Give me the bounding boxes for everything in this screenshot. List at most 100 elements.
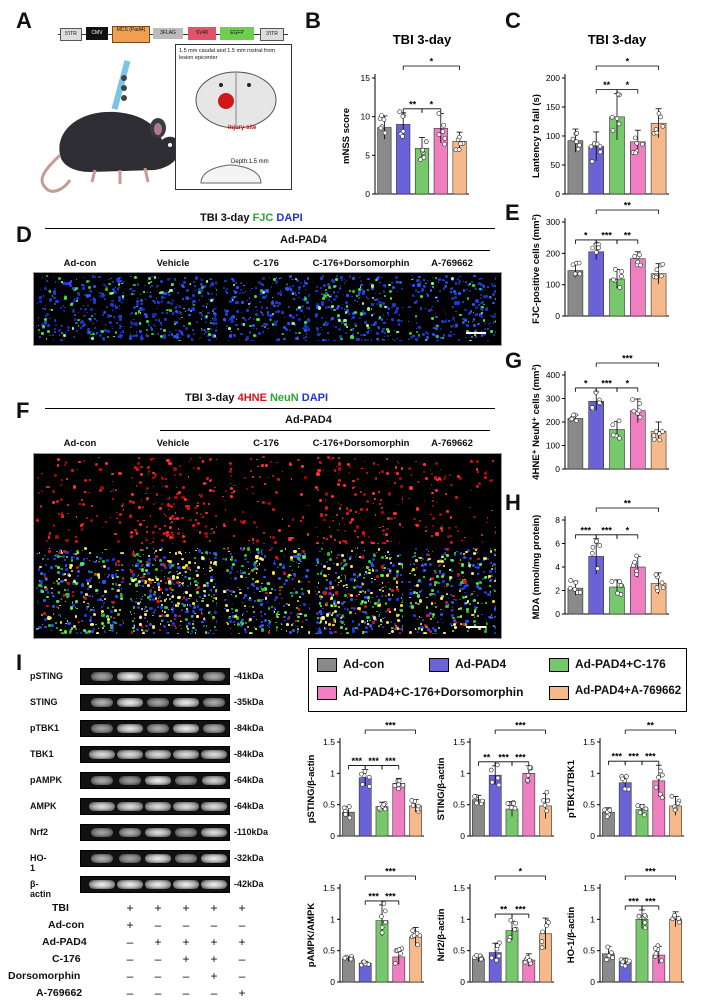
cell-dot (116, 575, 119, 578)
cell-dot (318, 339, 320, 341)
cell-dot (135, 333, 138, 337)
cell-dot (275, 319, 279, 323)
cell-dot (83, 277, 85, 279)
cell-dot (213, 578, 215, 581)
cell-dot (474, 334, 477, 337)
cell-dot (71, 591, 74, 593)
cell-dot (315, 526, 318, 529)
cell-dot (414, 601, 417, 604)
cell-dot (469, 339, 472, 341)
cell-dot (323, 564, 326, 568)
cell-dot (432, 633, 435, 634)
cell-dot (381, 276, 383, 279)
cell-dot (154, 582, 156, 584)
cell-dot (328, 284, 331, 286)
cell-dot (432, 285, 435, 288)
cell-dot (296, 619, 300, 623)
cell-dot (318, 631, 322, 634)
cell-dot (232, 484, 235, 487)
cell-dot (82, 525, 84, 527)
cell-dot (260, 551, 263, 553)
treatment-row-label: Ad-PAD4 (42, 936, 87, 948)
cell-dot (386, 319, 389, 321)
cell-dot (261, 628, 265, 632)
cell-dot (281, 597, 283, 600)
cell-dot (251, 578, 255, 581)
cell-dot (112, 497, 115, 501)
cell-dot (91, 275, 95, 278)
coronal-section (200, 164, 262, 184)
cell-dot (81, 283, 84, 287)
cell-dot (37, 317, 40, 319)
cell-dot (364, 595, 368, 599)
cell-dot (381, 625, 384, 628)
cell-dot (495, 319, 496, 323)
cell-dot (176, 517, 180, 521)
cell-dot (362, 566, 365, 569)
cell-dot (146, 620, 148, 622)
legend-swatch-4 (549, 686, 569, 700)
cell-dot (287, 574, 291, 578)
cell-dot (211, 282, 215, 286)
cell-dot (132, 554, 136, 558)
cell-dot (331, 624, 334, 626)
cell-dot (354, 547, 356, 550)
cell-dot (114, 594, 118, 599)
cell-dot (367, 340, 369, 341)
cell-dot (176, 333, 180, 336)
cell-dot (282, 325, 286, 329)
cell-dot (71, 603, 75, 607)
cell-dot (430, 577, 434, 581)
y-tick-label: 1 (460, 768, 465, 778)
cell-dot (75, 516, 78, 518)
cell-dot (162, 292, 165, 296)
cell-dot (36, 326, 38, 328)
cell-dot (383, 567, 386, 570)
cell-dot (363, 600, 367, 605)
cell-dot (105, 288, 109, 292)
cell-dot (419, 616, 421, 618)
cell-dot (341, 540, 344, 543)
cell-dot (242, 322, 246, 326)
cell-dot (209, 564, 212, 567)
cell-dot (425, 339, 427, 341)
cell-dot (465, 596, 467, 598)
cell-dot (489, 591, 492, 594)
blot-band (90, 698, 114, 707)
cell-dot (137, 573, 140, 576)
cell-dot (411, 278, 413, 281)
cell-dot (63, 333, 65, 335)
cell-dot (316, 488, 319, 491)
cell-dot (46, 540, 49, 543)
cell-dot (398, 631, 401, 634)
blot-band (173, 750, 199, 759)
cell-dot (300, 560, 303, 563)
cell-dot (434, 616, 437, 618)
sig-label: *** (352, 756, 363, 766)
cell-dot (274, 323, 277, 326)
cell-dot (340, 554, 345, 558)
cell-dot (275, 613, 279, 617)
cell-dot (306, 277, 310, 280)
cell-dot (357, 627, 359, 629)
cell-dot (317, 617, 320, 620)
data-point (382, 130, 388, 136)
cell-dot (385, 472, 389, 475)
cell-dot (182, 285, 185, 289)
cell-dot (205, 631, 208, 634)
cell-dot (85, 294, 89, 298)
cell-dot (335, 278, 338, 281)
cell-dot (192, 294, 196, 298)
cell-dot (196, 600, 198, 603)
cell-dot (422, 279, 425, 282)
cell-dot (196, 591, 199, 594)
cell-dot (333, 562, 335, 565)
cell-dot (417, 325, 420, 328)
cell-dot (440, 594, 444, 598)
data-point (415, 803, 421, 809)
cell-dot (225, 598, 228, 601)
cell-dot (316, 565, 318, 567)
cell-dot (60, 552, 63, 554)
sig-label: *** (601, 230, 612, 240)
data-point (383, 919, 388, 925)
